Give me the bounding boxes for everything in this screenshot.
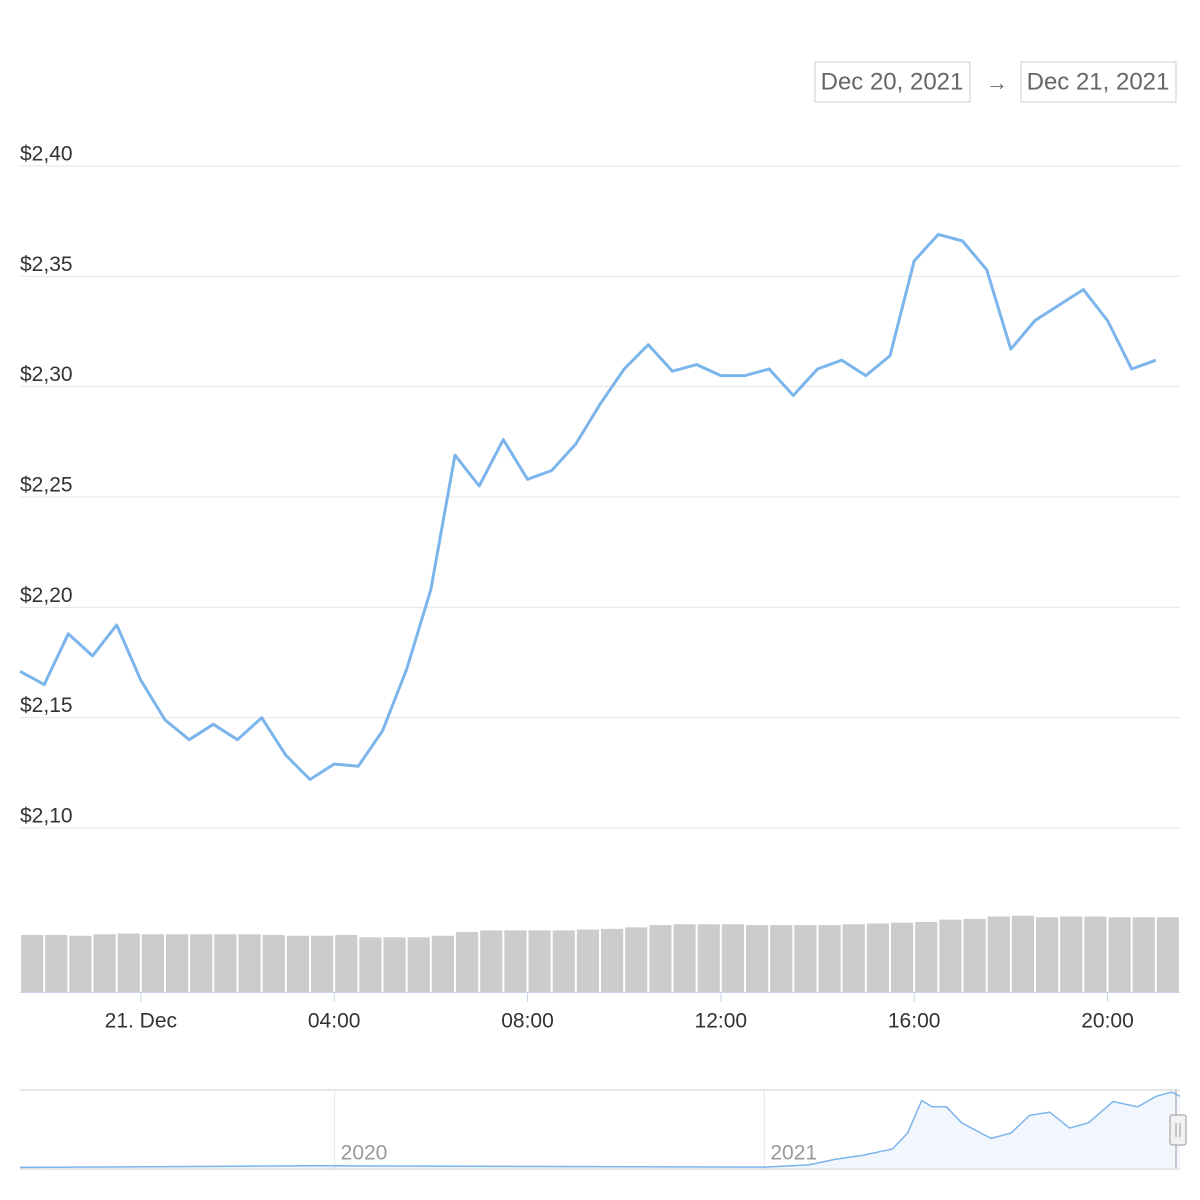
volume-bar (190, 934, 213, 992)
volume-bar (770, 925, 793, 992)
navigator-handle[interactable] (1169, 1114, 1187, 1146)
navigator-tick-label: 2021 (770, 1142, 817, 1165)
y-tick-label: $2,25 (20, 474, 73, 497)
volume-bar (93, 934, 116, 992)
date-to-box[interactable] (1020, 61, 1177, 103)
y-tick-label: $2,30 (20, 363, 73, 386)
navigator-tick-label: 2020 (341, 1142, 388, 1165)
volume-bar (238, 934, 261, 992)
volume-bar (1060, 916, 1083, 992)
volume-bar (746, 925, 769, 992)
volume-bar (1156, 917, 1179, 992)
volume-bar (117, 933, 140, 992)
volume-bar (262, 935, 285, 992)
volume-bar (383, 937, 406, 992)
volume-bar (987, 916, 1010, 992)
navigator-area (20, 1092, 1180, 1168)
volume-bar (359, 937, 382, 992)
volume-bar (697, 924, 720, 992)
volume-bar (818, 925, 841, 992)
volume-bar (311, 935, 334, 992)
volume-bar (1011, 915, 1034, 992)
navigator-line (19, 1091, 1181, 1169)
volume-bar (552, 930, 575, 992)
volume-bar (576, 929, 599, 992)
y-tick-label: $2,15 (20, 694, 73, 717)
y-tick-label: $2,10 (20, 805, 73, 828)
volume-bar (866, 923, 889, 992)
volume-bar (939, 919, 962, 992)
volume-bar (1132, 917, 1155, 992)
volume-bar (1084, 916, 1107, 992)
volume-bar (166, 934, 189, 992)
volume-bar (721, 924, 744, 992)
date-from[interactable]: Dec 20, 2021 (821, 68, 964, 95)
volume-bar (1036, 917, 1059, 992)
y-tick-label: $2,40 (20, 143, 73, 166)
volume-bar (69, 935, 92, 992)
x-tick-label: 21. Dec (105, 1010, 177, 1033)
volume-bar (504, 930, 527, 992)
x-tick-label: 08:00 (501, 1010, 554, 1033)
volume-bar (915, 921, 938, 992)
volume-bar (214, 934, 237, 992)
date-separator: → (986, 70, 1008, 95)
volume-bar (45, 935, 68, 992)
x-tick-label: 16:00 (888, 1010, 941, 1033)
volume-bar (431, 935, 454, 992)
volume-bar (601, 928, 624, 992)
date-to[interactable]: Dec 21, 2021 (1027, 68, 1170, 95)
volume-bar (456, 931, 479, 992)
price-line (19, 232, 1157, 781)
x-tick-label: 20:00 (1081, 1010, 1134, 1033)
volume-bar (528, 930, 551, 992)
volume-bar (480, 930, 503, 992)
volume-bar (649, 925, 672, 992)
volume-bar (673, 924, 696, 992)
x-tick-label: 12:00 (695, 1010, 748, 1033)
volume-bar (141, 934, 164, 992)
date-from-box[interactable] (814, 61, 971, 103)
volume-bar (21, 935, 44, 992)
volume-bar (963, 918, 986, 992)
volume-bar (335, 935, 358, 992)
y-tick-label: $2,20 (20, 584, 73, 607)
y-tick-label: $2,35 (20, 253, 73, 276)
volume-bar (1108, 917, 1131, 992)
volume-bar (625, 927, 648, 992)
volume-bar (286, 935, 309, 992)
volume-bar (794, 925, 817, 992)
volume-bar (891, 922, 914, 992)
volume-bar (842, 924, 865, 992)
x-tick-label: 04:00 (308, 1010, 361, 1033)
volume-bar (407, 937, 430, 992)
